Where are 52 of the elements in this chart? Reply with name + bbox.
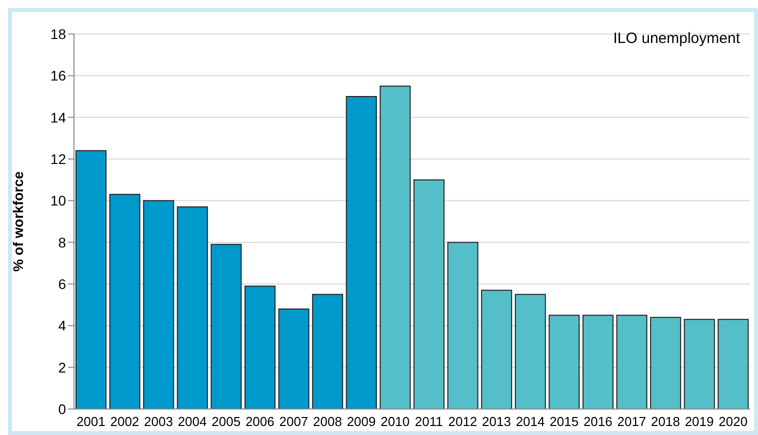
x-tick-label: 2010	[380, 414, 410, 430]
x-tick-label: 2016	[583, 414, 612, 430]
y-tick-label: 16	[50, 68, 66, 84]
y-tick-label: 14	[50, 109, 66, 126]
x-tick-label: 2003	[144, 414, 173, 430]
bar	[210, 244, 242, 409]
x-tick-label: 2004	[178, 414, 207, 430]
x-tick-label: 2009	[346, 414, 376, 430]
bar	[109, 194, 140, 409]
y-tick-label: 2	[58, 359, 66, 376]
x-tick-label: 2013	[482, 414, 511, 430]
bar	[414, 179, 444, 409]
y-tick-label: 12	[50, 150, 66, 167]
bar	[684, 318, 715, 409]
annotation: ILO unemployment	[613, 30, 740, 47]
x-tick-label: 2017	[617, 414, 646, 430]
bar	[447, 242, 478, 409]
bar	[582, 314, 614, 409]
x-tick-label: 2006	[245, 414, 274, 430]
bar	[548, 314, 580, 409]
bar	[312, 294, 344, 409]
y-tick-label: 10	[50, 192, 66, 209]
y-tick-label: 8	[58, 234, 66, 250]
bar	[650, 316, 682, 409]
bar	[143, 200, 174, 409]
bar	[244, 286, 276, 409]
bar	[76, 150, 106, 409]
bar	[278, 308, 310, 409]
x-tick-label: 2012	[448, 414, 478, 430]
y-tick-label: 6	[58, 276, 66, 292]
x-tick-label: 2014	[516, 414, 545, 430]
x-tick-label: 2008	[313, 414, 342, 430]
x-tick-label: 2011	[414, 414, 443, 430]
bar	[718, 318, 749, 409]
x-tick-label: 2018	[651, 414, 680, 430]
x-tick-label: 2020	[718, 414, 748, 430]
bar	[514, 294, 546, 409]
y-axis-title: % of workforce	[10, 171, 26, 272]
y-tick-label: 4	[58, 318, 66, 334]
bar	[481, 290, 512, 409]
y-tick-label: 0	[58, 400, 66, 417]
x-tick-label: 2007	[279, 414, 308, 430]
x-tick-label: 2019	[684, 414, 714, 430]
x-tick-label: 2005	[212, 414, 241, 430]
x-tick-label: 2002	[110, 414, 140, 430]
bar	[380, 86, 411, 409]
x-tick-label: 2001	[76, 414, 106, 430]
y-tick-label: 18	[50, 26, 66, 42]
bar	[616, 314, 648, 409]
x-tick-label: 2015	[550, 414, 579, 430]
bar	[346, 96, 377, 409]
bar	[176, 206, 208, 409]
